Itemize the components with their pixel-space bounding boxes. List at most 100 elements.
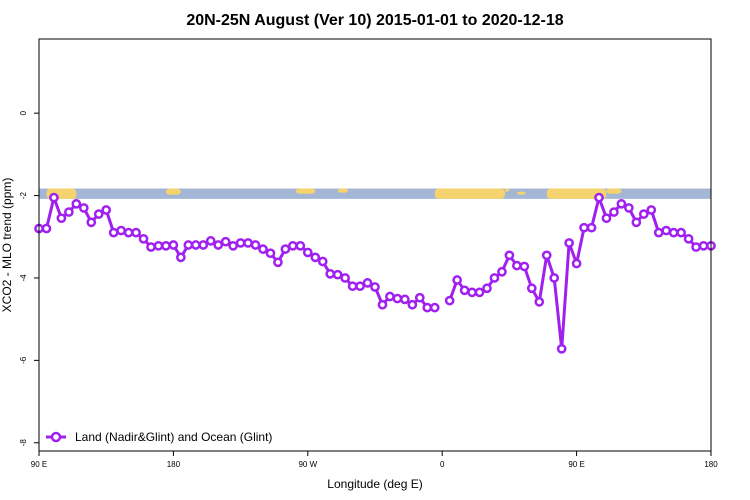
data-point xyxy=(340,273,350,283)
data-point xyxy=(176,252,186,263)
x-tick-label: 180 xyxy=(167,460,181,469)
data-point xyxy=(78,203,89,213)
map-strip-land xyxy=(504,188,510,192)
x-tick-label: 90 W xyxy=(298,460,317,469)
data-point xyxy=(235,238,246,248)
data-point xyxy=(616,198,627,209)
data-point xyxy=(273,257,283,268)
data-point xyxy=(668,227,679,238)
data-point xyxy=(370,282,380,292)
x-axis-label: Longitude (deg E) xyxy=(327,477,422,491)
data-point xyxy=(631,217,642,228)
data-point xyxy=(497,266,507,277)
data-point xyxy=(325,268,336,279)
data-point xyxy=(452,275,462,285)
data-point xyxy=(49,192,59,203)
map-strip xyxy=(39,188,711,199)
data-point xyxy=(86,217,97,228)
data-point xyxy=(64,207,74,217)
data-point xyxy=(676,227,686,238)
legend: Land (Nadir&Glint) and Ocean (Glint) xyxy=(46,430,272,444)
y-tick-label: 0 xyxy=(19,110,28,115)
data-point xyxy=(362,278,373,288)
series-line xyxy=(448,196,711,351)
data-point xyxy=(556,343,567,354)
series-layer xyxy=(34,192,716,354)
map-strip-ocean xyxy=(39,188,711,199)
data-point xyxy=(579,222,589,233)
y-axis-label: XCO2 - MLO trend (ppm) xyxy=(0,178,14,313)
data-point xyxy=(526,283,537,294)
data-point xyxy=(646,205,657,215)
data-point xyxy=(41,223,52,234)
data-point xyxy=(71,198,82,209)
data-point xyxy=(168,240,179,250)
data-point xyxy=(661,225,672,236)
data-point xyxy=(407,299,418,310)
x-tick-label: 90 E xyxy=(568,460,584,469)
data-point xyxy=(459,285,470,296)
data-point xyxy=(332,269,343,280)
data-point xyxy=(295,240,306,251)
data-point xyxy=(355,281,365,292)
data-point xyxy=(213,240,224,250)
data-point xyxy=(519,261,530,272)
map-strip-land xyxy=(337,188,349,193)
y-axis: 0 -2 -4 -6 -8 xyxy=(19,110,39,446)
y-tick-label: -8 xyxy=(19,439,28,447)
data-point xyxy=(534,297,545,307)
data-point xyxy=(220,236,231,247)
legend-label: Land (Nadir&Glint) and Ocean (Glint) xyxy=(75,430,272,444)
data-point xyxy=(422,302,433,313)
data-point xyxy=(347,281,358,292)
y-tick-label: -2 xyxy=(19,191,28,199)
data-point xyxy=(123,227,134,238)
data-point xyxy=(228,240,238,251)
map-strip-land xyxy=(546,188,607,199)
data-point xyxy=(638,209,649,219)
data-point xyxy=(265,248,276,259)
data-point xyxy=(56,213,67,224)
data-point xyxy=(653,227,664,238)
data-point xyxy=(504,250,515,261)
data-point xyxy=(93,209,104,219)
data-point xyxy=(414,292,425,303)
data-point xyxy=(198,240,209,250)
data-point xyxy=(258,244,268,254)
data-point xyxy=(116,225,126,236)
data-point xyxy=(482,283,492,294)
data-point xyxy=(601,213,612,224)
x-tick-label: 90 E xyxy=(31,460,47,469)
map-strip-land xyxy=(516,191,526,195)
data-point xyxy=(161,240,171,251)
data-point xyxy=(131,227,141,238)
data-point xyxy=(467,287,477,298)
data-point xyxy=(392,293,403,304)
map-strip-land xyxy=(165,188,181,195)
data-point xyxy=(564,238,574,248)
data-point xyxy=(153,240,164,251)
data-point xyxy=(101,205,112,215)
data-point xyxy=(691,242,701,252)
data-point xyxy=(444,295,455,306)
data-point xyxy=(317,256,328,267)
data-point xyxy=(400,294,410,305)
data-point xyxy=(571,258,582,269)
x-axis: 90 E 180 90 W 0 90 E 180 xyxy=(31,451,718,469)
y-tick-label: -6 xyxy=(19,356,28,364)
data-point xyxy=(280,244,291,254)
data-point xyxy=(489,273,500,283)
data-point xyxy=(288,240,298,251)
data-point xyxy=(586,222,597,233)
data-point xyxy=(108,227,119,238)
data-point xyxy=(512,260,522,271)
legend-marker-swatch xyxy=(50,431,62,443)
data-point xyxy=(549,273,560,283)
data-point xyxy=(541,250,552,261)
data-point xyxy=(190,240,201,250)
data-point xyxy=(302,247,313,258)
data-point xyxy=(698,240,709,251)
data-point xyxy=(429,302,440,313)
data-point xyxy=(146,242,156,252)
